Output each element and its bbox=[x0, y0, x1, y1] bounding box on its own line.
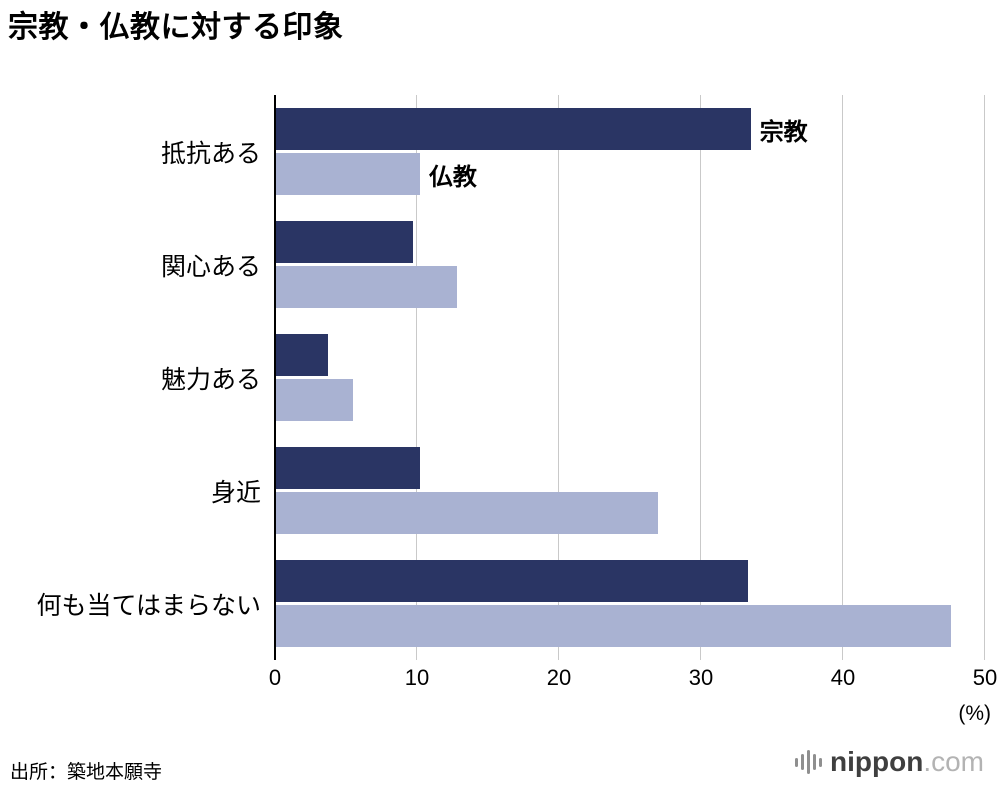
x-tick-label: 30 bbox=[688, 665, 714, 690]
series-label-仏教: 仏教 bbox=[428, 163, 477, 191]
nippon-logo: nippon.com bbox=[795, 748, 984, 776]
bar-group: 身近 bbox=[0, 434, 985, 547]
bar-仏教 bbox=[275, 605, 951, 647]
bar-row bbox=[275, 379, 985, 421]
bar-宗教 bbox=[275, 334, 328, 376]
bar-宗教 bbox=[275, 560, 748, 602]
x-tick-label: 0 bbox=[268, 665, 282, 690]
grid-layer bbox=[275, 95, 985, 660]
logo-text: nippon.com bbox=[830, 748, 984, 776]
series-label-宗教: 宗教 bbox=[759, 118, 808, 146]
category-label: 身近 bbox=[210, 478, 261, 507]
source-note: 出所：築地本願寺 bbox=[10, 762, 163, 783]
bar-chart: 抵抗ある 宗教 仏教 関心ある 魅力ある 身近 何も当てはまらない bbox=[0, 95, 985, 660]
bar-row bbox=[275, 560, 985, 602]
x-axis-unit: (%) bbox=[958, 702, 991, 725]
gridline bbox=[416, 95, 417, 660]
bar-row bbox=[275, 605, 985, 647]
bar-pair bbox=[275, 547, 985, 660]
bar-group: 関心ある bbox=[0, 208, 985, 321]
category-label: 関心ある bbox=[160, 252, 261, 281]
page-title: 宗教・仏教に対する印象 bbox=[8, 11, 344, 44]
gridline bbox=[700, 95, 701, 660]
bar-仏教 bbox=[275, 153, 420, 195]
bar-group: 魅力ある bbox=[0, 321, 985, 434]
category-label: 魅力ある bbox=[160, 365, 261, 394]
bar-pair bbox=[275, 434, 985, 547]
bar-row bbox=[275, 334, 985, 376]
bar-row: 仏教 bbox=[275, 153, 985, 195]
bar-仏教 bbox=[275, 266, 457, 308]
bar-group: 抵抗ある 宗教 仏教 bbox=[0, 95, 985, 208]
bar-仏教 bbox=[275, 492, 659, 534]
category-label: 抵抗ある bbox=[160, 139, 261, 168]
bar-pair bbox=[275, 321, 985, 434]
gridline bbox=[558, 95, 559, 660]
x-tick-label: 10 bbox=[404, 665, 430, 690]
bar-pair bbox=[275, 208, 985, 321]
plot-area: 抵抗ある 宗教 仏教 関心ある 魅力ある 身近 何も当てはまらない bbox=[0, 95, 985, 660]
y-axis-line bbox=[274, 95, 276, 660]
logo-name: nippon bbox=[830, 746, 924, 777]
bar-row bbox=[275, 266, 985, 308]
x-axis: 0 10 20 30 40 50 bbox=[269, 665, 997, 697]
bar-row bbox=[275, 447, 985, 489]
gridline bbox=[984, 95, 985, 660]
x-tick-label: 50 bbox=[972, 665, 998, 690]
x-tick-label: 40 bbox=[830, 665, 856, 690]
bar-group: 何も当てはまらない bbox=[0, 547, 985, 660]
bar-宗教 bbox=[275, 108, 751, 150]
logo-suffix: .com bbox=[923, 746, 984, 777]
bar-pair: 宗教仏教 bbox=[275, 95, 985, 208]
gridline bbox=[842, 95, 843, 660]
x-tick-label: 20 bbox=[546, 665, 572, 690]
bar-宗教 bbox=[275, 447, 420, 489]
bar-row bbox=[275, 492, 985, 534]
category-label: 何も当てはまらない bbox=[36, 591, 261, 620]
bar-row bbox=[275, 221, 985, 263]
bar-仏教 bbox=[275, 379, 354, 421]
soundwave-icon bbox=[795, 750, 823, 774]
bar-宗教 bbox=[275, 221, 413, 263]
bar-row: 宗教 bbox=[275, 108, 985, 150]
